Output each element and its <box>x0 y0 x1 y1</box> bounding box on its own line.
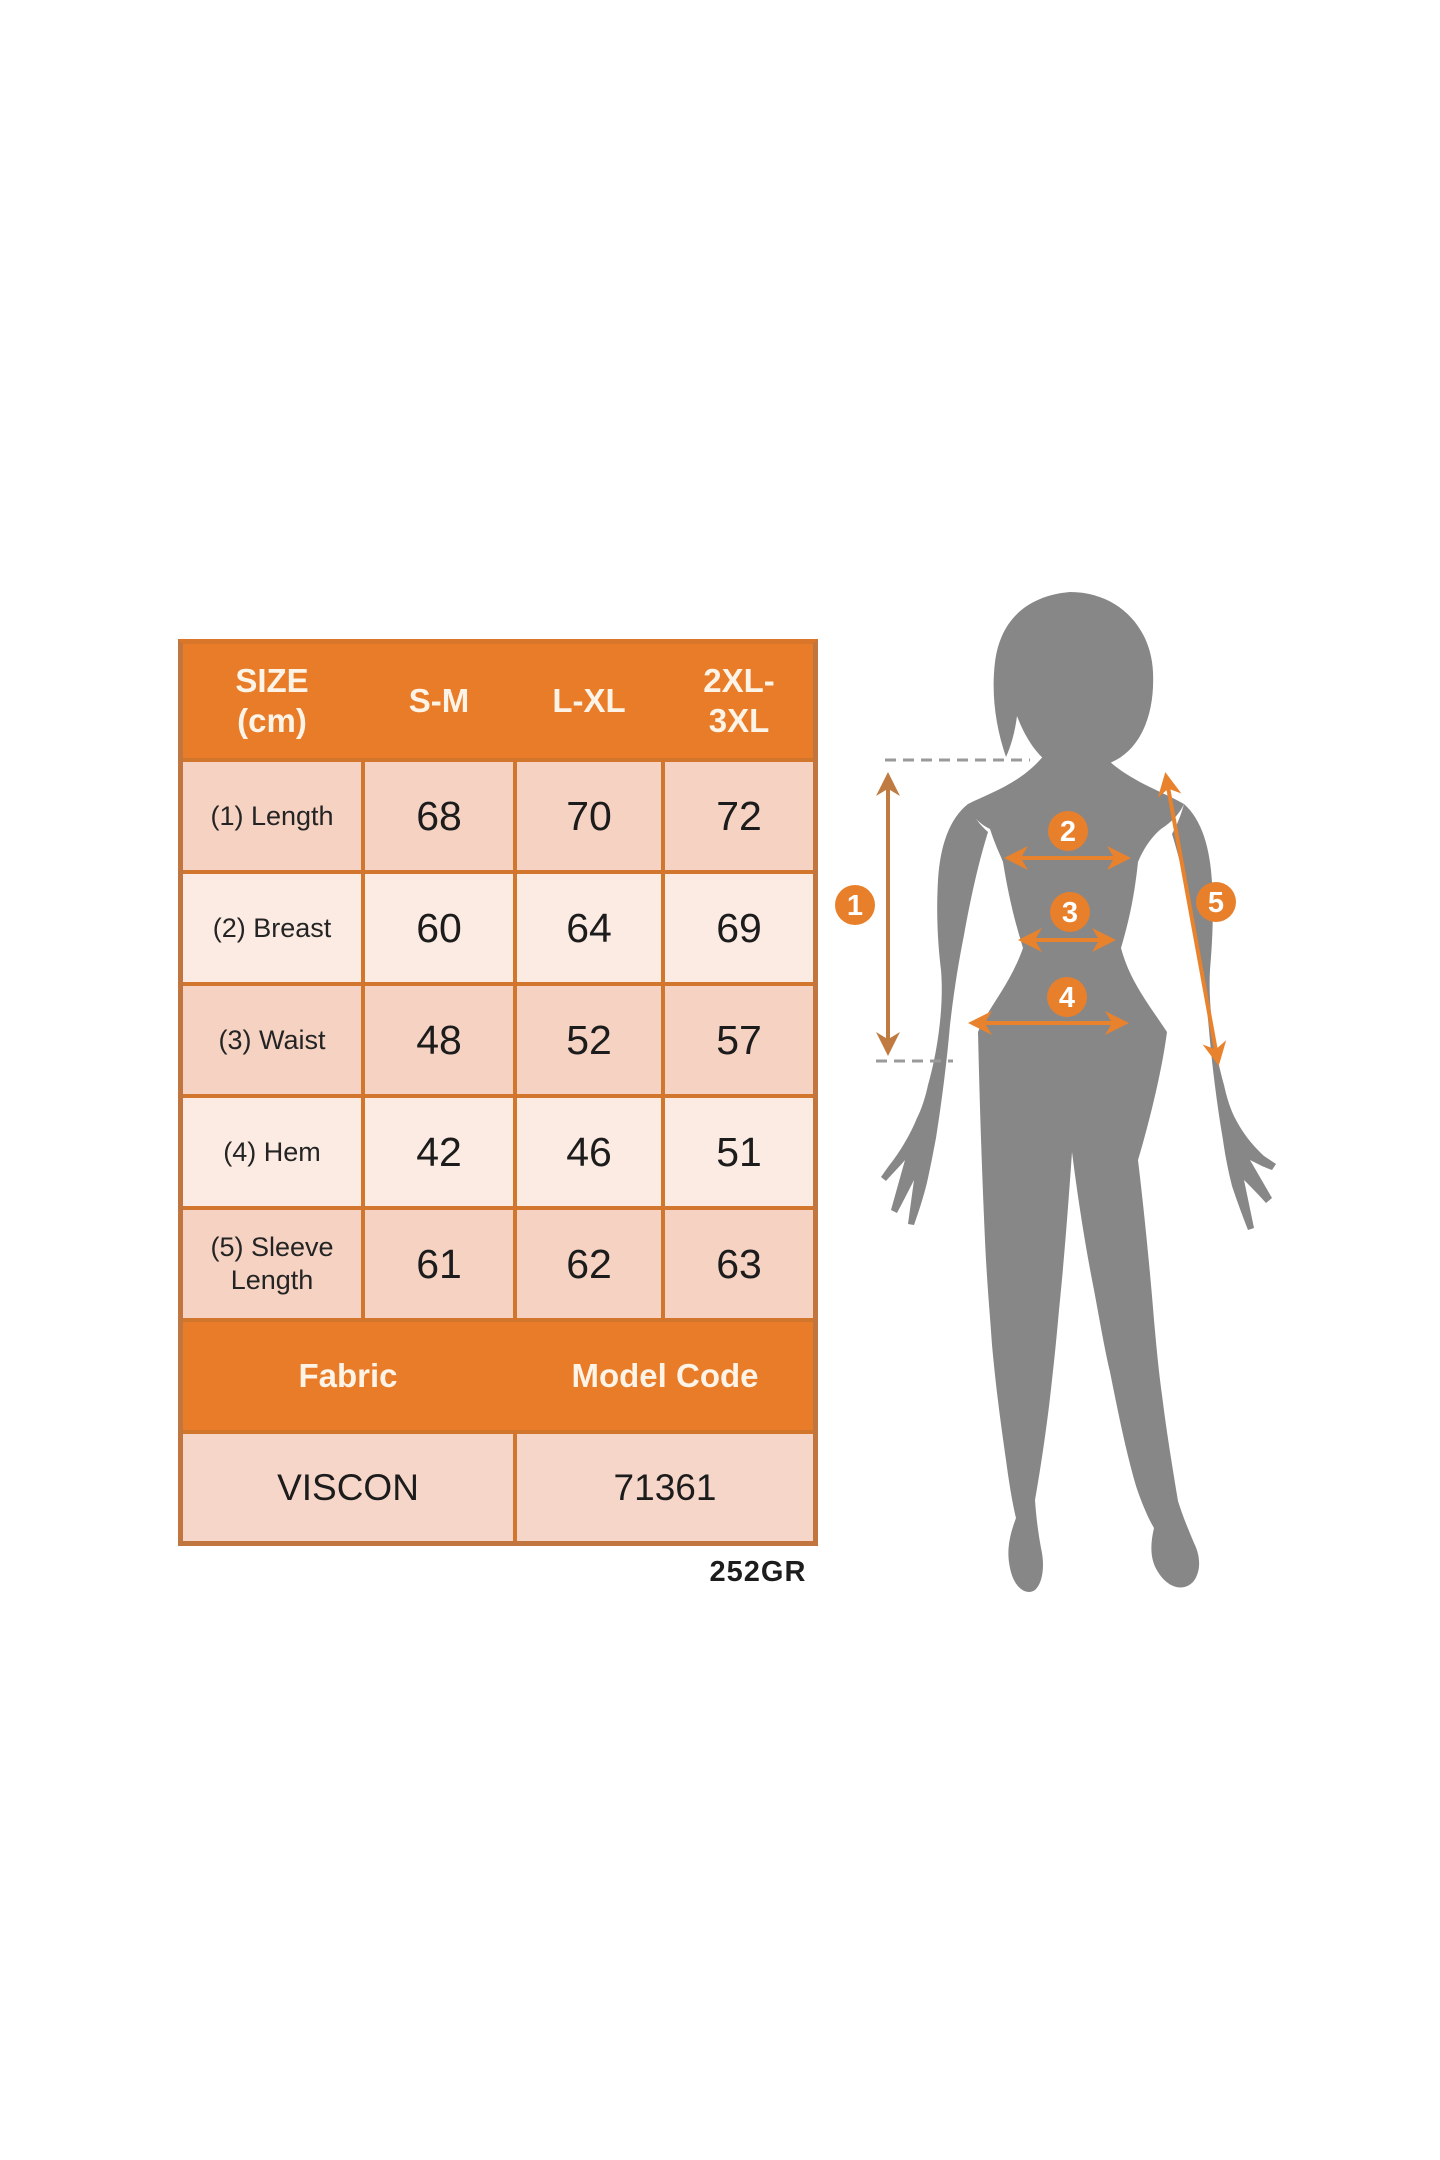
fabric-values-row: VISCON 71361 <box>183 1434 813 1541</box>
row-value: 72 <box>665 762 813 870</box>
marker-1-number: 1 <box>847 890 863 922</box>
marker-2: 2 <box>1048 811 1088 851</box>
row-value: 69 <box>665 874 813 982</box>
marker-1-circle <box>835 885 875 925</box>
row-value: 70 <box>517 762 661 870</box>
row-value: 63 <box>665 1210 813 1318</box>
marker-4: 4 <box>1047 977 1087 1017</box>
row-value: 42 <box>365 1098 513 1206</box>
fabric-header-row: Fabric Model Code <box>183 1322 813 1430</box>
marker-3: 3 <box>1050 892 1090 932</box>
table-row-breast: (2) Breast 60 64 69 <box>183 874 813 982</box>
row-value: 57 <box>665 986 813 1094</box>
silhouette-left-arm <box>881 804 988 1225</box>
marker-5-circle <box>1196 882 1236 922</box>
row-label: (3) Waist <box>183 986 361 1094</box>
marker-2-circle <box>1048 811 1088 851</box>
marker-5: 5 <box>1196 882 1236 922</box>
row-value: 51 <box>665 1098 813 1206</box>
sleeve-measure-arrow <box>1157 772 1227 1066</box>
table-row-sleeve-length: (5) Sleeve Length 61 62 63 <box>183 1210 813 1318</box>
silhouette-head <box>993 592 1154 771</box>
model-code-header-label: Model Code <box>517 1322 813 1430</box>
weight-note: 252GR <box>709 1556 807 1588</box>
row-value: 60 <box>365 874 513 982</box>
marker-4-number: 4 <box>1059 982 1075 1014</box>
marker-5-number: 5 <box>1208 887 1224 919</box>
header-cell-2xl-3xl: 2XL-3XL <box>665 644 813 758</box>
silhouette-body <box>968 750 1200 1592</box>
marker-2-number: 2 <box>1060 816 1076 848</box>
table-row-waist: (3) Waist 48 52 57 <box>183 986 813 1094</box>
model-code-value: 71361 <box>517 1434 813 1541</box>
row-value: 48 <box>365 986 513 1094</box>
header-cell-l-xl: L-XL <box>517 644 661 758</box>
table-row-length: (1) Length 68 70 72 <box>183 762 813 870</box>
marker-1: 1 <box>835 885 875 925</box>
table-header-row: SIZE (cm) S-M L-XL 2XL-3XL <box>183 644 813 758</box>
table-row-hem: (4) Hem 42 46 51 <box>183 1098 813 1206</box>
female-silhouette <box>881 592 1276 1592</box>
fabric-value: VISCON <box>183 1434 513 1541</box>
row-value: 61 <box>365 1210 513 1318</box>
row-label: (5) Sleeve Length <box>183 1210 361 1318</box>
fabric-header-label: Fabric <box>183 1322 513 1430</box>
marker-4-circle <box>1047 977 1087 1017</box>
row-value: 52 <box>517 986 661 1094</box>
row-value: 46 <box>517 1098 661 1206</box>
row-label: (4) Hem <box>183 1098 361 1206</box>
row-value: 68 <box>365 762 513 870</box>
size-table: SIZE (cm) S-M L-XL 2XL-3XL (1) Length 68… <box>178 639 818 1546</box>
marker-3-circle <box>1050 892 1090 932</box>
header-cell-s-m: S-M <box>365 644 513 758</box>
row-value: 64 <box>517 874 661 982</box>
header-cell-size-cm: SIZE (cm) <box>183 644 361 758</box>
row-label: (2) Breast <box>183 874 361 982</box>
body-measurement-figure: 1 2 3 4 5 <box>835 592 1276 1592</box>
row-label: (1) Length <box>183 762 361 870</box>
silhouette-right-arm <box>1172 804 1276 1230</box>
row-value: 62 <box>517 1210 661 1318</box>
marker-3-number: 3 <box>1062 897 1078 929</box>
